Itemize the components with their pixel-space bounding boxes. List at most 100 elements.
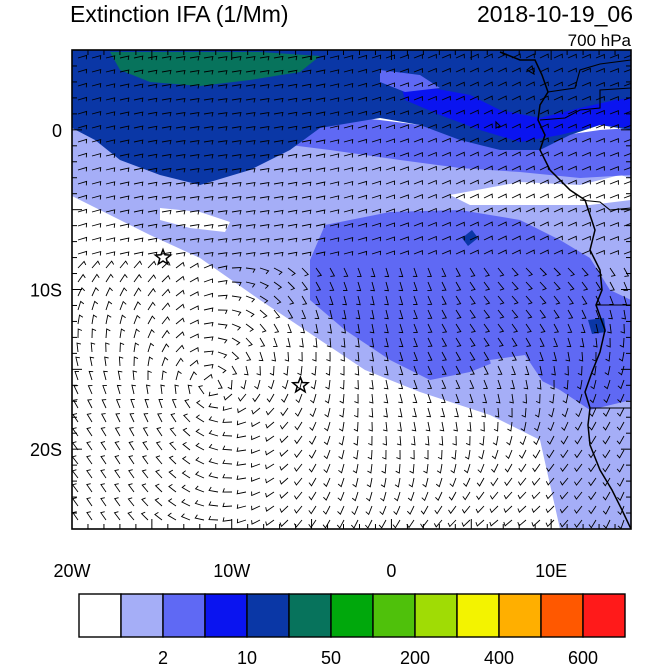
wind-barb <box>483 281 491 291</box>
wind-barb <box>130 399 135 409</box>
wind-barb <box>609 222 619 227</box>
wind-barb <box>483 95 493 101</box>
wind-barb <box>203 126 214 131</box>
wind-barb <box>420 505 429 515</box>
wind-barb <box>189 252 200 257</box>
x-tick-label: 0 <box>386 561 396 581</box>
wind-barb <box>265 435 275 442</box>
wind-barb <box>222 459 233 465</box>
wind-barb <box>86 455 93 465</box>
wind-barb <box>441 53 451 59</box>
wind-barb <box>181 484 191 493</box>
wind-barb <box>553 281 561 291</box>
wind-barb <box>343 152 354 158</box>
wind-barb <box>441 221 451 227</box>
wind-barb <box>329 251 340 256</box>
wind-barb <box>91 180 102 186</box>
wind-barb <box>127 511 135 521</box>
wind-barb <box>161 125 172 131</box>
wind-barb <box>160 384 165 395</box>
wind-barb <box>245 267 256 273</box>
wind-barb <box>618 351 625 362</box>
wind-barb <box>323 435 331 446</box>
wind-barb <box>329 125 340 130</box>
wind-barb <box>91 54 102 60</box>
wind-barb <box>581 193 591 199</box>
wind-barb <box>465 435 471 446</box>
wind-barb <box>609 110 619 115</box>
wind-barb <box>412 379 418 389</box>
wind-barb <box>354 351 360 362</box>
wind-barb <box>273 83 284 89</box>
country-border-2 <box>547 59 631 93</box>
wind-barb <box>77 152 88 158</box>
wind-barb <box>577 365 583 376</box>
wind-barb <box>469 221 479 227</box>
wind-barb <box>511 249 521 255</box>
wind-barb <box>339 407 345 418</box>
wind-barb <box>531 491 541 500</box>
wind-barb <box>309 407 317 418</box>
wind-barb <box>323 449 331 460</box>
wind-barb <box>616 407 625 417</box>
wind-barb <box>91 273 100 283</box>
wind-barb <box>497 235 507 241</box>
wind-barb <box>553 165 563 171</box>
wind-barb <box>203 182 214 187</box>
wind-barb <box>273 167 284 173</box>
wind-barb <box>491 463 499 473</box>
wind-barb <box>357 267 362 277</box>
wind-barb <box>371 68 382 74</box>
wind-barb <box>265 477 275 484</box>
wind-barb <box>381 463 387 474</box>
wind-barb <box>175 370 182 381</box>
wind-barb <box>413 351 418 361</box>
wind-barb <box>413 295 418 305</box>
wind-barb <box>609 194 619 199</box>
wind-barb <box>114 483 121 493</box>
wind-barb <box>497 351 504 361</box>
wind-barb <box>581 267 589 277</box>
wind-barb <box>525 295 533 305</box>
wind-barb <box>553 53 563 59</box>
wind-barb <box>265 463 275 470</box>
wind-barb <box>567 67 577 73</box>
wind-barb <box>128 427 135 437</box>
wind-barb <box>222 431 233 437</box>
wind-barb <box>223 393 233 401</box>
wind-barb <box>441 337 448 347</box>
wind-barb <box>119 97 130 102</box>
wind-barb <box>273 195 284 201</box>
wind-barb <box>623 250 631 255</box>
wind-barb <box>609 236 619 241</box>
wind-barb <box>427 67 437 73</box>
wind-barb <box>147 139 158 145</box>
wind-barb <box>231 126 242 131</box>
wind-barb <box>413 180 423 185</box>
wind-barb <box>357 180 368 186</box>
wind-barb <box>497 267 505 277</box>
wind-barb <box>434 505 443 515</box>
wind-barb <box>367 449 373 460</box>
wind-barb <box>531 505 541 513</box>
light-extinction-notch <box>490 355 545 400</box>
wind-barb <box>180 513 191 521</box>
wind-barb <box>497 193 507 199</box>
wind-barb <box>161 329 170 339</box>
wind-barb <box>119 328 126 339</box>
wind-barb <box>511 323 519 333</box>
wind-barb <box>89 356 95 367</box>
wind-barb <box>448 505 457 515</box>
wind-barb <box>245 140 256 145</box>
wind-barb <box>279 463 289 471</box>
wind-barb <box>525 95 535 101</box>
wind-barb <box>356 281 362 292</box>
wind-barb <box>581 151 591 157</box>
wind-barb <box>91 300 99 311</box>
colorbar-label: 10 <box>237 648 257 667</box>
wind-barb <box>455 81 465 87</box>
colorbar-swatch <box>330 593 374 638</box>
wind-barb <box>105 125 116 130</box>
colorbar-swatch <box>204 593 248 638</box>
wind-barb <box>478 449 485 460</box>
